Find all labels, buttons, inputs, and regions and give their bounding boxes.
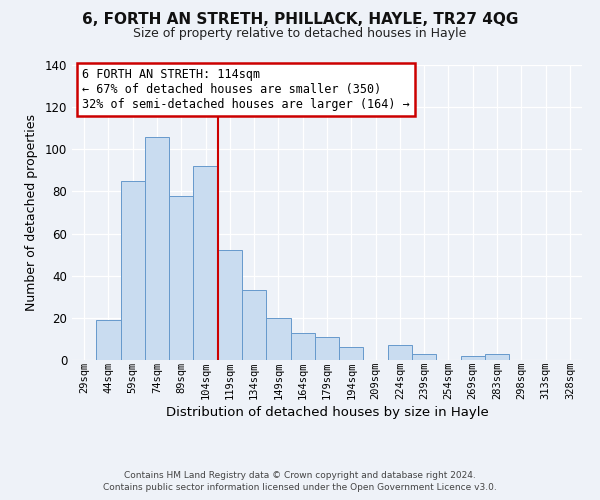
Bar [193, 166, 218, 360]
Bar [315, 337, 339, 360]
Bar [266, 318, 290, 360]
Text: Contains HM Land Registry data © Crown copyright and database right 2024.
Contai: Contains HM Land Registry data © Crown c… [103, 471, 497, 492]
Bar [242, 290, 266, 360]
Bar [96, 320, 121, 360]
Bar [169, 196, 193, 360]
Bar [388, 345, 412, 360]
X-axis label: Distribution of detached houses by size in Hayle: Distribution of detached houses by size … [166, 406, 488, 419]
Bar [145, 136, 169, 360]
Text: 6, FORTH AN STRETH, PHILLACK, HAYLE, TR27 4QG: 6, FORTH AN STRETH, PHILLACK, HAYLE, TR2… [82, 12, 518, 28]
Bar [218, 250, 242, 360]
Bar [461, 356, 485, 360]
Bar [412, 354, 436, 360]
Bar [290, 332, 315, 360]
Bar [121, 181, 145, 360]
Text: 6 FORTH AN STRETH: 114sqm
← 67% of detached houses are smaller (350)
32% of semi: 6 FORTH AN STRETH: 114sqm ← 67% of detac… [82, 68, 410, 111]
Y-axis label: Number of detached properties: Number of detached properties [25, 114, 38, 311]
Text: Size of property relative to detached houses in Hayle: Size of property relative to detached ho… [133, 28, 467, 40]
Bar [339, 348, 364, 360]
Bar [485, 354, 509, 360]
